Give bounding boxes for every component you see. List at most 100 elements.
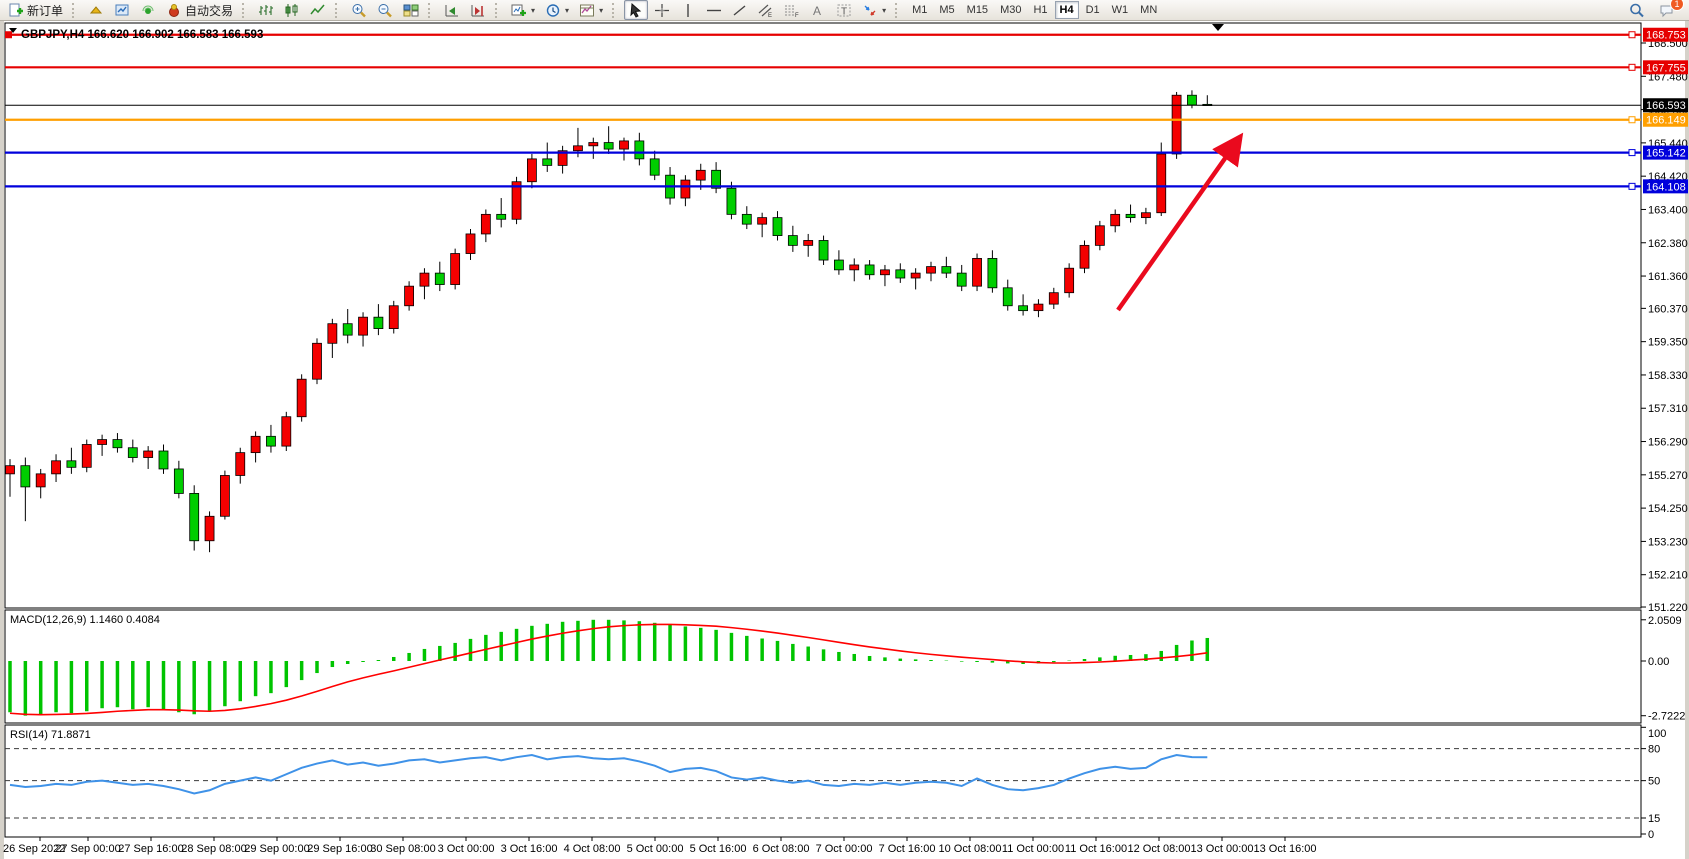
price-label-168.753[interactable]: 168.753 [1643, 27, 1688, 42]
timeframe-m30-button[interactable]: M30 [1000, 4, 1022, 16]
time-tick: 7 Oct 00:00 [816, 843, 873, 855]
chart-shift-marker[interactable] [1212, 24, 1224, 31]
macd-tick: -2.7222 [1648, 711, 1685, 723]
time-tick: 26 Sep 2022 [3, 843, 65, 855]
macd-label: MACD(12,26,9) 1.1460 0.4084 [10, 614, 160, 626]
periods-clock-icon [546, 3, 560, 17]
zoom-out-button[interactable] [373, 0, 397, 20]
tile-windows-icon [403, 4, 419, 16]
timeframe-h1-button[interactable]: H1 [1033, 4, 1048, 16]
chart-shift-button[interactable] [466, 0, 490, 20]
chevron-down-icon[interactable]: ▾ [565, 5, 570, 15]
macd-panel: 2.0509 0.00 -2.7222 MACD(12,26,9) 1.1460 0.… [8, 614, 1685, 723]
navigator-button[interactable] [136, 0, 160, 20]
price-tick: 157.310 [1648, 403, 1688, 415]
hline-anchor[interactable] [1628, 182, 1636, 190]
trend-arrow-annotation[interactable] [1116, 132, 1244, 312]
toolbar: 新订单 自动交易 ▾ ▾ ▾ E F A T ▾ M1 M5 M15 M30 H1 H4 D1 W1 MN 1 [0, 0, 1689, 21]
text-button[interactable]: A [806, 0, 830, 20]
autotrade-button[interactable]: 自动交易 [162, 0, 237, 20]
auto-scroll-button[interactable] [440, 0, 464, 20]
timeframe-w1-button[interactable]: W1 [1111, 4, 1129, 16]
trendline-icon [733, 4, 746, 16]
arrows-button[interactable]: ▾ [858, 0, 890, 20]
candlesticks [5, 90, 1213, 553]
time-tick: 13 Oct 16:00 [1254, 843, 1317, 855]
time-tick: 27 Sep 16:00 [118, 843, 183, 855]
timeframe-m5-button[interactable]: M5 [939, 4, 955, 16]
periods-button[interactable]: ▾ [541, 0, 573, 20]
price-tick: 151.220 [1648, 602, 1688, 614]
timeframe-mn-button[interactable]: MN [1140, 4, 1158, 16]
rsi-tick: 100 [1648, 728, 1666, 740]
profile-button[interactable] [84, 0, 108, 20]
chevron-down-icon[interactable]: ▾ [882, 5, 887, 15]
channel-button[interactable]: E [754, 0, 778, 20]
chevron-down-icon[interactable]: ▾ [599, 5, 604, 15]
crosshair-button[interactable] [650, 0, 674, 20]
text-a-icon: A [813, 4, 821, 18]
zoom-in-button[interactable] [347, 0, 371, 20]
time-tick: 11 Oct 16:00 [1065, 843, 1127, 855]
chat-button[interactable]: 1 [1655, 0, 1684, 20]
svg-text:166.149: 166.149 [1646, 115, 1686, 127]
line-chart-button[interactable] [306, 0, 330, 20]
hline-button[interactable] [702, 0, 726, 20]
fibo-button[interactable]: F [780, 0, 804, 20]
search-button[interactable] [1625, 0, 1649, 20]
price-label-165.142[interactable]: 165.142 [1643, 145, 1688, 160]
hline-anchor[interactable] [1628, 63, 1636, 71]
autotrade-icon [169, 3, 180, 17]
hline-anchor[interactable] [5, 31, 12, 39]
new-order-button[interactable]: 新订单 [4, 0, 67, 20]
time-tick: 10 Oct 08:00 [939, 843, 1002, 855]
timeframe-m1-button[interactable]: M1 [912, 4, 928, 16]
svg-text:165.142: 165.142 [1646, 148, 1686, 160]
vline-button[interactable] [676, 0, 700, 20]
rsi-line [9, 754, 1208, 795]
chevron-down-icon[interactable]: ▾ [531, 5, 536, 15]
templates-button[interactable]: ▾ [575, 0, 607, 20]
new-chart-icon [511, 4, 527, 16]
tile-windows-button[interactable] [399, 0, 423, 20]
hline-anchor[interactable] [1628, 116, 1636, 124]
price-tick: 156.290 [1648, 437, 1688, 449]
price-label-166.149[interactable]: 166.149 [1643, 112, 1688, 127]
zoom-in-icon [352, 3, 366, 17]
candlestick-chart-button[interactable] [280, 0, 304, 20]
svg-text:168.753: 168.753 [1646, 30, 1686, 42]
search-icon [1630, 3, 1644, 17]
toolbar-separator [242, 2, 249, 18]
rsi-tick: 15 [1648, 813, 1660, 825]
symbol-dropdown-icon[interactable] [9, 28, 17, 33]
market-watch-button[interactable] [110, 0, 134, 20]
fibo-icon: F [785, 5, 799, 18]
current-price-label[interactable]: 166.593 [1643, 98, 1688, 113]
hline-anchor[interactable] [1628, 31, 1636, 39]
new-order-button-label: 新订单 [27, 3, 64, 18]
trendline-button[interactable] [728, 0, 752, 20]
timeframe-m15-button[interactable]: M15 [966, 4, 989, 16]
hline-anchor[interactable] [1628, 149, 1636, 157]
hline-icon [707, 9, 722, 11]
bar-chart-button[interactable] [254, 0, 278, 20]
cursor-button[interactable] [624, 0, 649, 20]
hline-objects [5, 31, 1641, 190]
new-chart-button[interactable]: ▾ [507, 0, 539, 20]
price-tick: 159.350 [1648, 337, 1688, 349]
market-watch-icon [115, 4, 129, 15]
timeframe-d1-button[interactable]: D1 [1085, 4, 1100, 16]
time-tick: 5 Oct 00:00 [627, 843, 684, 855]
price-label-167.755[interactable]: 167.755 [1643, 60, 1688, 75]
timeframe-h4-button[interactable]: H4 [1054, 1, 1079, 19]
arrows-icon [864, 5, 876, 16]
price-tick: 152.210 [1648, 570, 1688, 582]
rsi-label: RSI(14) 71.8871 [10, 729, 91, 741]
rsi-tick: 0 [1648, 829, 1654, 841]
price-tick: 161.360 [1648, 271, 1688, 283]
channel-icon: E [758, 4, 772, 18]
price-label-164.108[interactable]: 164.108 [1643, 179, 1688, 194]
toolbar-separator [72, 2, 79, 18]
label-button[interactable]: T [832, 0, 856, 20]
